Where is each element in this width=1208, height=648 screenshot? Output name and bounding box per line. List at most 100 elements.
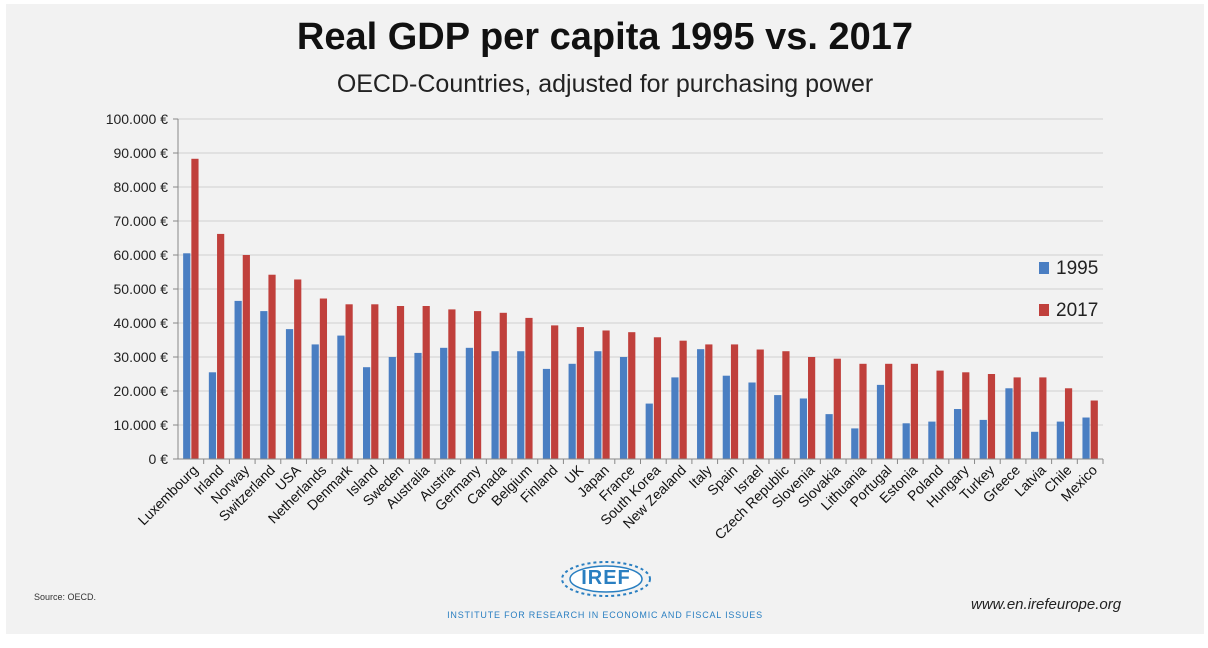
bar-2017-australia xyxy=(422,306,430,459)
bar-1995-australia xyxy=(414,352,422,459)
gridlines xyxy=(178,118,1103,426)
bar-chart: 0 € 10.000 € 20.000 € 30.000 € 40.000 € 50.00… xyxy=(106,111,1104,542)
bar-1995-irland xyxy=(208,372,217,459)
bar-1995-austria xyxy=(440,347,448,459)
bar-2017-luxembourg xyxy=(191,158,199,459)
axes xyxy=(173,118,1104,464)
bar-1995-denmark xyxy=(337,335,345,459)
bar-2017-new-zealand xyxy=(679,340,687,459)
bar-2017-chile xyxy=(1064,388,1073,459)
bar-1995-slovakia xyxy=(825,414,833,459)
bar-1995-poland xyxy=(928,421,936,459)
bar-1995-chile xyxy=(1056,421,1064,459)
bar-1995-mexico xyxy=(1082,417,1090,459)
y-tick-label: 30.000 € xyxy=(114,349,169,365)
bar-2017-sweden xyxy=(396,306,405,459)
bar-1995-portugal xyxy=(876,384,885,459)
bar-1995-belgium xyxy=(517,351,525,459)
logo-ring-icon xyxy=(561,561,651,597)
y-axis-ticks: 0 € 10.000 € 20.000 € 30.000 € 40.000 € 50.00… xyxy=(106,111,169,467)
y-tick-label: 40.000 € xyxy=(114,315,169,331)
y-tick-label: 0 € xyxy=(149,451,169,467)
bar-2017-slovakia xyxy=(833,358,841,459)
bar-2017-austria xyxy=(448,309,456,459)
legend-label-1995: 1995 xyxy=(1056,258,1098,279)
bar-2017-poland xyxy=(936,370,944,459)
website-link[interactable]: www.en.irefeurope.org xyxy=(971,596,1122,613)
x-axis-categories: LuxembourgIrlandNorwaySwitzerlandUSANeth… xyxy=(135,461,1101,542)
bar-1995-france xyxy=(619,357,628,459)
bar-2017-canada xyxy=(499,312,507,459)
bar-1995-latvia xyxy=(1031,431,1039,459)
bar-1995-south-korea xyxy=(645,403,653,459)
bar-1995-island xyxy=(363,367,371,459)
bar-1995-germany xyxy=(465,347,473,459)
chart-subtitle: OECD-Countries, adjusted for purchasing … xyxy=(336,70,874,98)
legend: 1995 2017 xyxy=(1039,258,1098,321)
bar-2017-island xyxy=(371,304,379,459)
y-tick-label: 60.000 € xyxy=(114,247,169,263)
bar-2017-latvia xyxy=(1039,377,1047,459)
bar-1995-usa xyxy=(285,329,294,459)
bar-2017-germany xyxy=(473,311,482,459)
bar-2017-finland xyxy=(551,325,559,459)
iref-logo: IREF xyxy=(551,556,661,602)
bar-2017-hungary xyxy=(962,372,970,459)
x-category-label: Spain xyxy=(704,462,741,499)
bar-2017-portugal xyxy=(885,363,893,459)
bar-2017-norway xyxy=(242,255,250,459)
bar-2017-uk xyxy=(576,327,584,459)
bar-1995-switzerland xyxy=(260,311,268,459)
bar-1995-netherlands xyxy=(311,344,319,459)
slide-background: Real GDP per capita 1995 vs. 2017 OECD-C… xyxy=(6,4,1204,634)
bar-2017-italy xyxy=(705,344,713,459)
bar-2017-greece xyxy=(1013,377,1021,459)
bar-2017-estonia xyxy=(910,363,918,459)
bar-2017-france xyxy=(628,332,636,459)
bar-1995-uk xyxy=(568,363,576,459)
bar-1995-hungary xyxy=(953,409,962,459)
bar-1995-israel xyxy=(748,382,756,459)
y-tick-label: 50.000 € xyxy=(114,281,169,297)
bar-2017-usa xyxy=(294,279,302,459)
bar-1995-sweden xyxy=(388,357,396,459)
chart-title: Real GDP per capita 1995 vs. 2017 xyxy=(296,16,914,58)
legend-swatch-1995 xyxy=(1039,262,1049,274)
bar-2017-czech-republic xyxy=(782,351,790,459)
bar-2017-lithuania xyxy=(859,363,867,459)
bar-1995-norway xyxy=(234,300,242,459)
bar-2017-mexico xyxy=(1090,400,1098,459)
bar-1995-czech-republic xyxy=(774,395,782,459)
bar-2017-spain xyxy=(730,344,739,459)
y-tick-label: 100.000 € xyxy=(106,111,168,127)
bar-1995-spain xyxy=(722,375,730,459)
bar-2017-israel xyxy=(756,349,764,459)
legend-swatch-2017 xyxy=(1039,304,1049,316)
bar-1995-italy xyxy=(697,349,705,459)
bar-1995-finland xyxy=(542,368,551,459)
bar-1995-lithuania xyxy=(851,428,859,459)
bar-1995-turkey xyxy=(979,419,987,459)
bar-1995-luxembourg xyxy=(183,253,191,459)
bars xyxy=(183,158,1098,459)
x-category-label: Luxembourg xyxy=(135,462,201,528)
bar-2017-netherlands xyxy=(319,298,328,459)
bar-1995-new-zealand xyxy=(671,377,679,459)
bar-2017-japan xyxy=(602,330,610,459)
bar-2017-denmark xyxy=(345,304,353,459)
bar-1995-slovenia xyxy=(799,398,808,459)
y-tick-label: 90.000 € xyxy=(114,145,169,161)
source-note: Source: OECD. xyxy=(34,592,97,602)
bar-2017-irland xyxy=(217,233,225,459)
bar-2017-slovenia xyxy=(808,357,816,459)
y-tick-label: 70.000 € xyxy=(114,213,169,229)
bar-1995-greece xyxy=(1005,388,1013,459)
bar-1995-canada xyxy=(491,351,499,459)
bar-2017-turkey xyxy=(987,374,996,459)
institute-name: INSTITUTE FOR RESEARCH IN ECONOMIC AND F… xyxy=(447,610,763,620)
bar-1995-japan xyxy=(594,351,602,459)
bar-1995-estonia xyxy=(902,423,910,459)
y-tick-label: 20.000 € xyxy=(114,383,169,399)
y-tick-label: 10.000 € xyxy=(114,417,169,433)
logo-text: IREF xyxy=(581,567,631,589)
